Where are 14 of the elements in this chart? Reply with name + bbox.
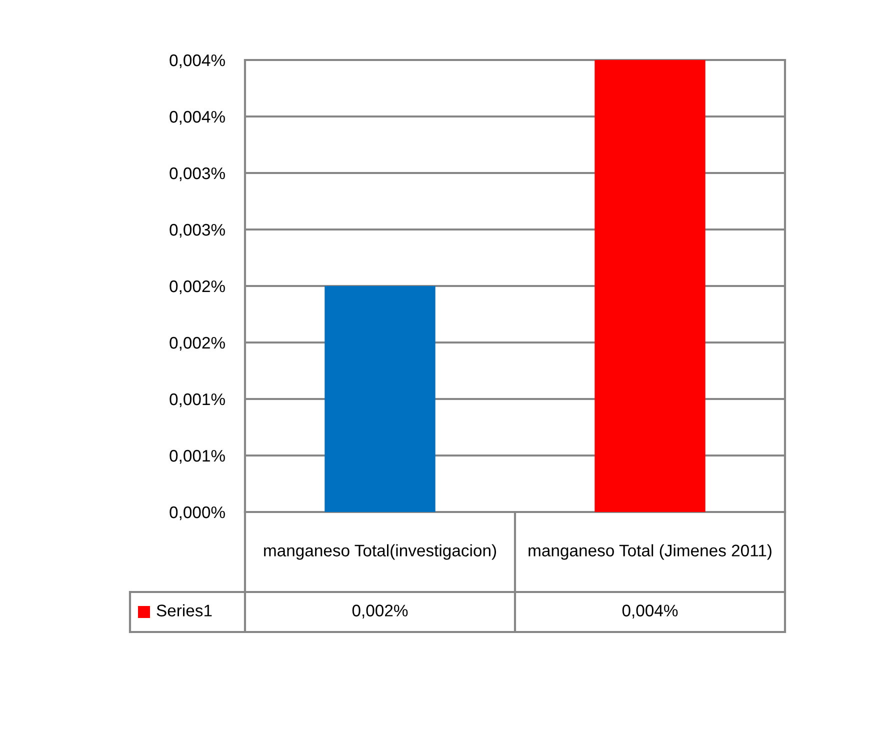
y-tick-label: 0,004% xyxy=(170,110,225,125)
y-tick-label: 0,000% xyxy=(170,506,225,520)
y-tick-label: 0,001% xyxy=(170,393,225,408)
y-tick-label: 0,001% xyxy=(170,450,225,464)
x-tick-label: manganeso Total (Jimenes 2011) xyxy=(528,544,772,560)
data-label: 0,004% xyxy=(622,604,678,618)
y-tick-label: 0,002% xyxy=(170,336,225,351)
y-tick-label: 0,003% xyxy=(170,167,225,182)
data-label: 0,002% xyxy=(352,604,408,618)
legend-label: Series1 xyxy=(156,604,212,616)
y-tick-label: 0,004% xyxy=(170,54,225,68)
y-tick-label: 0,003% xyxy=(170,224,225,238)
y-tick-label: 0,002% xyxy=(170,280,225,294)
x-tick-label: manganeso Total(investigacion) xyxy=(264,544,496,560)
